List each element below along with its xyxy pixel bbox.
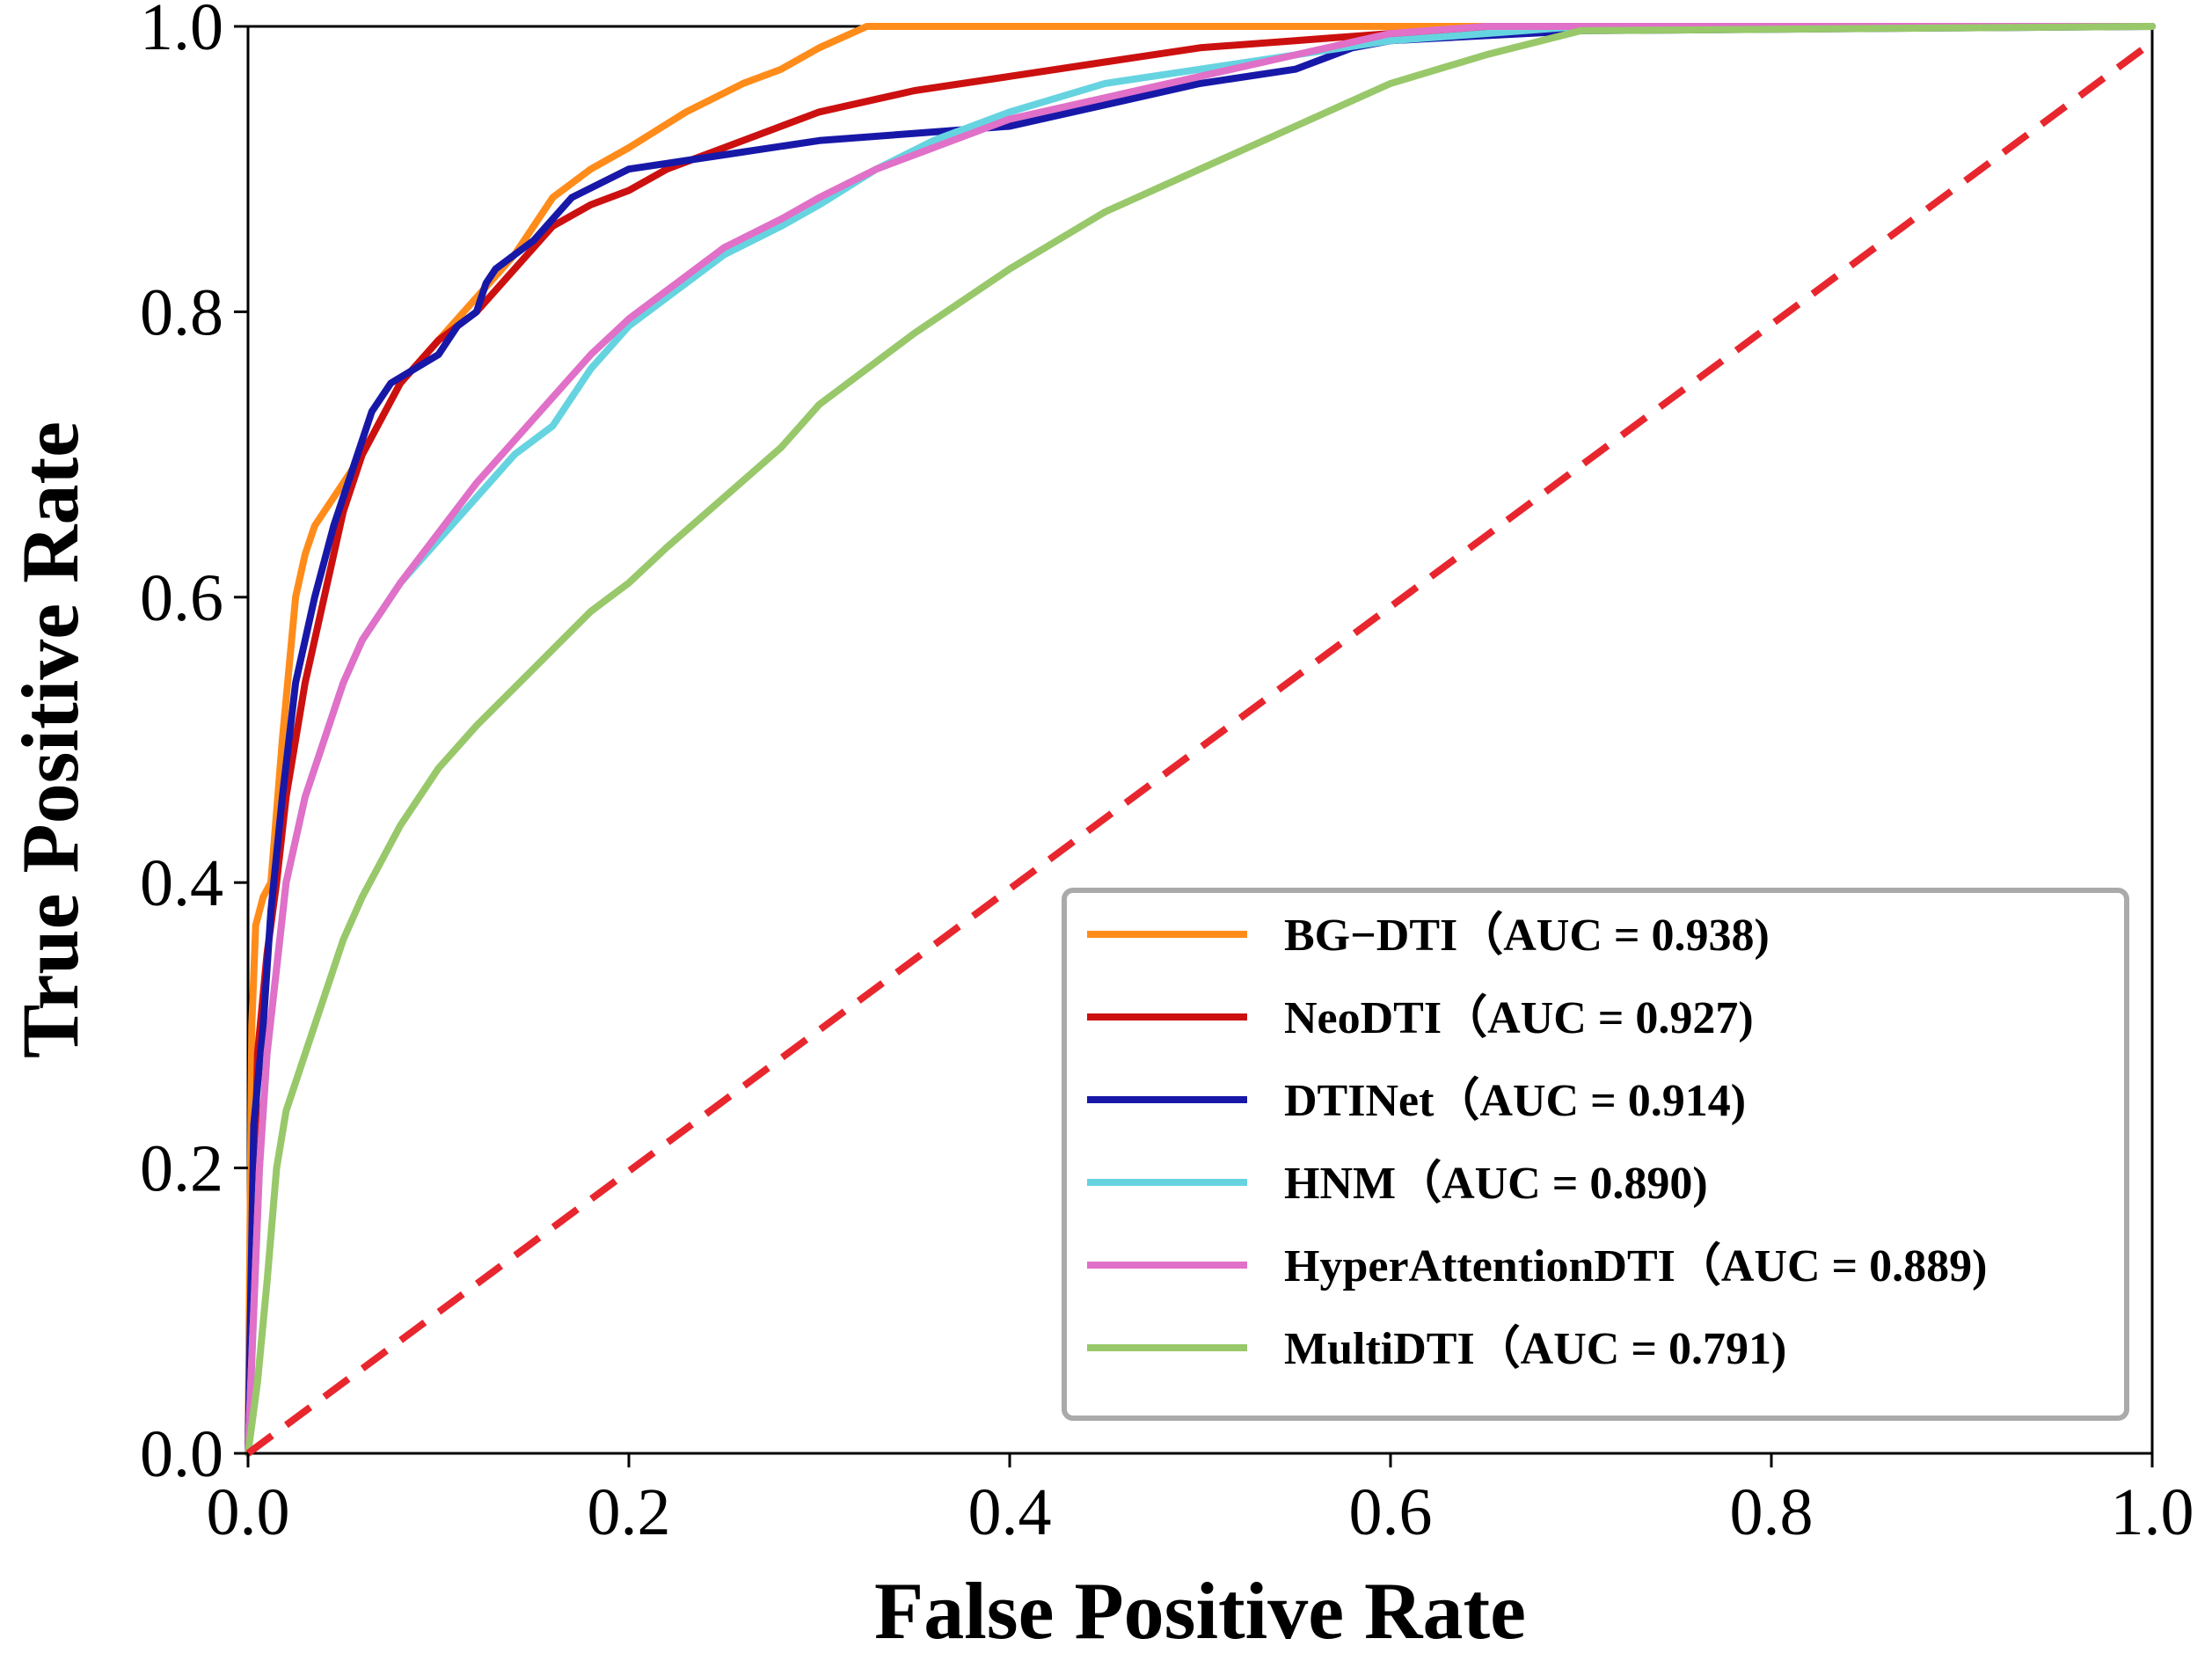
series-line-dtinet xyxy=(245,23,2156,1457)
y-tick-label: 0.0 xyxy=(140,1417,223,1491)
tick-layer: 0.0 0.2 0.4 0.6 0.8 1.0 0.0 0.2 0.4 0.6 0.8 1.0 xyxy=(140,0,2194,1549)
reference-diagonal-line xyxy=(245,39,2155,1457)
legend-label: HNM（AUC = 0.890) xyxy=(1284,1158,1708,1209)
x-tick-label: 0.8 xyxy=(1730,1475,1814,1549)
y-tick-label: 1.0 xyxy=(140,0,223,64)
series-line-hyperattentiondti xyxy=(245,23,2156,1457)
x-axis-title: False Positive Rate xyxy=(874,1566,1526,1656)
x-tick-label: 0.4 xyxy=(968,1475,1052,1549)
legend: BG−DTI（AUC = 0.938) NeoDTI（AUC = 0.927) DT… xyxy=(1062,888,2129,1421)
y-tick-label: 0.8 xyxy=(140,275,223,349)
y-tick-label: 0.4 xyxy=(140,846,223,920)
legend-label: MultiDTI（AUC = 0.791) xyxy=(1284,1323,1786,1374)
x-tick-label: 0.2 xyxy=(588,1475,671,1549)
y-tick-label: 0.2 xyxy=(140,1132,223,1206)
series-layer xyxy=(245,23,2156,1457)
legend-label: BG−DTI（AUC = 0.938) xyxy=(1284,910,1770,961)
y-axis-title: True Positive Rate xyxy=(5,421,95,1058)
reference-line-layer xyxy=(245,39,2155,1457)
x-tick-label: 0.6 xyxy=(1349,1475,1433,1549)
legend-label: DTINet（AUC = 0.914) xyxy=(1284,1075,1746,1126)
series-line-bg-dti xyxy=(245,23,2156,1457)
x-tick-label: 1.0 xyxy=(2111,1475,2194,1549)
x-tick-label: 0.0 xyxy=(207,1475,290,1549)
legend-box xyxy=(1062,888,2129,1421)
series-line-neodti xyxy=(245,23,2156,1457)
series-line-multidti xyxy=(245,23,2156,1457)
legend-label: NeoDTI（AUC = 0.927) xyxy=(1284,992,1754,1043)
y-tick-label: 0.6 xyxy=(140,561,223,635)
legend-label: HyperAttentionDTI（AUC = 0.889) xyxy=(1284,1240,1987,1291)
